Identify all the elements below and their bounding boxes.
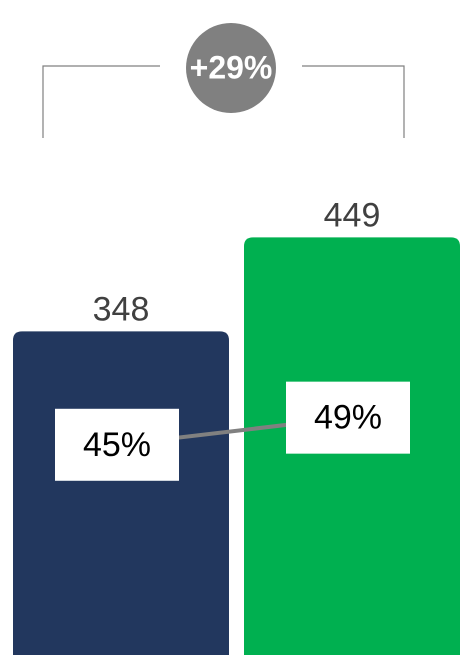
bar [13,331,229,655]
growth-badge [186,23,276,113]
percent-label-box [286,381,410,454]
bar-value-label: 449 [324,196,381,234]
growth-label: +29% [190,49,273,85]
bracket-right [302,65,405,138]
percent-label-box [55,408,179,481]
percent-label: 49% [314,399,382,437]
growth-bracket [42,65,405,138]
bar-value-label: 348 [93,290,150,328]
bracket-left [42,65,160,138]
percent-label: 45% [83,426,151,464]
